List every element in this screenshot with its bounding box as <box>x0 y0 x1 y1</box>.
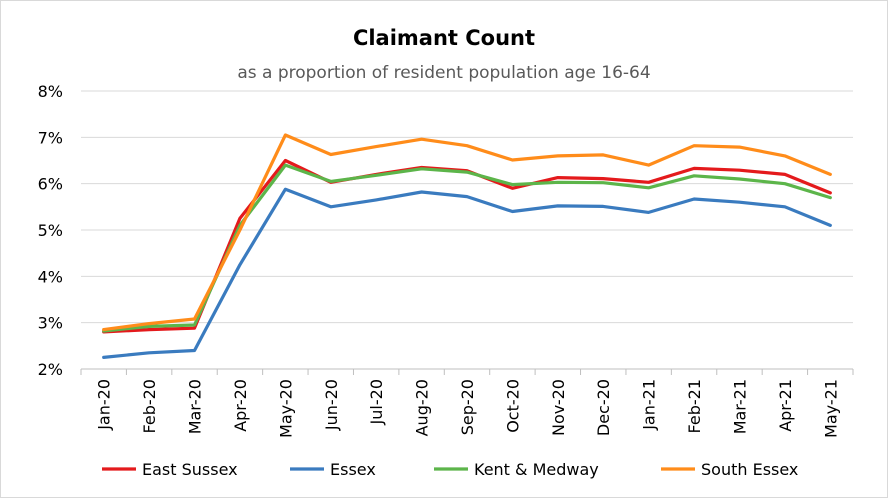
series-line <box>102 187 832 359</box>
x-tick-label: Aug-20 <box>413 379 432 436</box>
legend: East Sussex Essex Kent & Medway South Essex <box>102 460 798 479</box>
y-tick-label: 2% <box>38 360 63 379</box>
legend-label: East Sussex <box>142 460 238 479</box>
legend-item: East Sussex <box>102 460 238 479</box>
y-tick-label: 3% <box>38 314 63 333</box>
legend-label: South Essex <box>701 460 798 479</box>
x-tick-label: Apr-21 <box>776 379 795 432</box>
series-line <box>102 163 832 333</box>
chart-title: Claimant Count <box>353 26 535 50</box>
x-tick-label: Apr-20 <box>231 379 250 432</box>
y-tick-label: 8% <box>38 82 63 101</box>
x-tick-label: May-20 <box>276 379 295 438</box>
legend-item: Kent & Medway <box>434 460 599 479</box>
x-tick-label: Mar-20 <box>186 379 205 434</box>
x-tick-label: Oct-20 <box>503 379 522 433</box>
axes: 2% 3% 4% 5% 6% 7% 8% Jan-20 Feb-20 Mar-20 Apr-20 Ma… <box>38 82 854 438</box>
x-tick-label: Jun-20 <box>322 379 341 431</box>
x-tick-label: Dec-20 <box>594 379 613 436</box>
y-tick-label: 6% <box>38 175 63 194</box>
chart-subtitle: as a proportion of resident population a… <box>237 63 650 83</box>
y-tick-label: 4% <box>38 267 63 286</box>
x-tick-label: May-21 <box>821 379 840 438</box>
series-line <box>102 133 832 332</box>
y-tick-label: 5% <box>38 221 63 240</box>
x-tick-label: Sep-20 <box>458 379 477 435</box>
x-tick-label: Jan-20 <box>95 379 114 431</box>
gridlines <box>81 90 853 324</box>
x-tick-label: Feb-21 <box>685 379 704 433</box>
legend-item: South Essex <box>661 460 798 479</box>
series-line <box>102 158 832 334</box>
series-lines <box>102 133 832 359</box>
legend-label: Essex <box>330 460 376 479</box>
legend-label: Kent & Medway <box>474 460 599 479</box>
x-tick-label: Jul-20 <box>367 379 386 425</box>
legend-item: Essex <box>290 460 376 479</box>
y-tick-label: 7% <box>38 128 63 147</box>
x-tick-label: Jan-21 <box>640 379 659 431</box>
x-tick-label: Feb-20 <box>140 379 159 433</box>
x-tick-label: Mar-21 <box>730 379 749 434</box>
x-tick-label: Nov-20 <box>549 379 568 436</box>
